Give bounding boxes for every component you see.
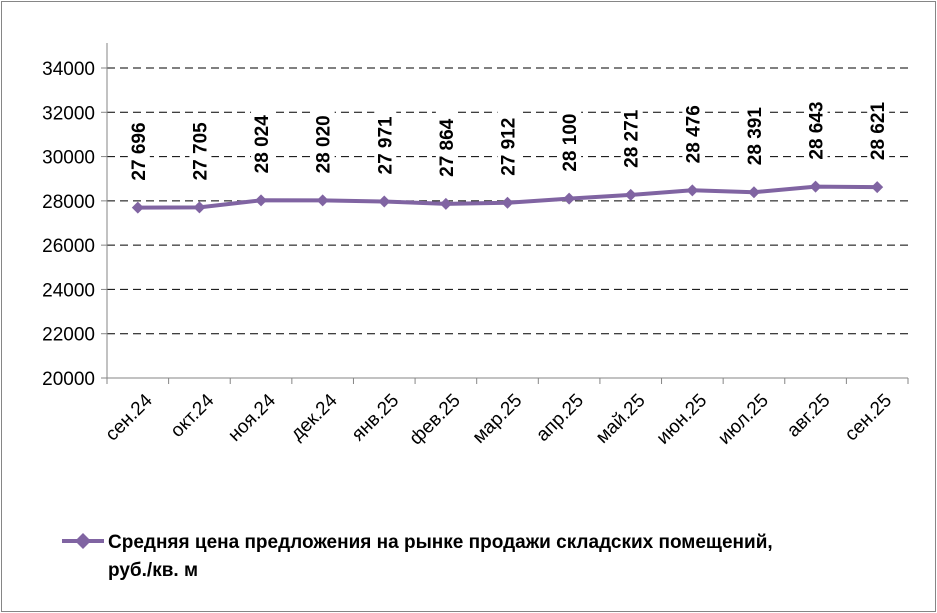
data-point-marker bbox=[563, 192, 576, 205]
x-tick-label: ноя.24 bbox=[224, 390, 280, 446]
data-label-bg bbox=[251, 107, 274, 176]
data-point-marker bbox=[316, 194, 329, 207]
data-label: 27 696 bbox=[129, 122, 150, 180]
data-label-bg bbox=[743, 99, 766, 168]
data-point-marker bbox=[131, 201, 144, 214]
x-tick-label: авг.25 bbox=[783, 390, 834, 441]
data-point-marker bbox=[809, 180, 822, 193]
y-tick-label: 34000 bbox=[42, 59, 95, 80]
data-labels: 27 696 27 705 28 024 28 020 27 971 27 864 27 9… bbox=[127, 94, 890, 183]
data-label: 27 864 bbox=[437, 118, 458, 177]
data-label-bg bbox=[127, 114, 150, 183]
legend-label-line-2: руб./кв. м bbox=[108, 560, 198, 581]
data-label: 27 912 bbox=[499, 118, 520, 176]
data-point-marker bbox=[378, 195, 391, 208]
data-label: 28 476 bbox=[683, 105, 704, 163]
x-tick-label: апр.25 bbox=[532, 390, 588, 446]
data-point-marker bbox=[624, 188, 637, 201]
data-label: 28 024 bbox=[252, 115, 273, 174]
data-label-bg bbox=[805, 94, 828, 162]
x-tick-label: сен.24 bbox=[102, 390, 157, 445]
x-tick-label: дек.24 bbox=[287, 390, 342, 445]
x-tick-label: окт.24 bbox=[167, 390, 219, 442]
y-tick-label: 26000 bbox=[42, 236, 95, 257]
x-tick-label: июн.25 bbox=[653, 390, 712, 449]
y-tick-label: 24000 bbox=[42, 280, 95, 301]
data-label-bg bbox=[682, 97, 705, 166]
legend-marker bbox=[75, 533, 91, 549]
data-label-bg bbox=[189, 114, 212, 183]
data-label: 28 020 bbox=[314, 115, 335, 173]
data-point-marker bbox=[747, 186, 760, 199]
data-label-bg bbox=[374, 108, 397, 177]
y-tick-label: 30000 bbox=[42, 148, 95, 169]
legend-label-line-1: Средняя цена предложения на рынке продаж… bbox=[108, 532, 773, 553]
x-tick-labels: сен.24 окт.24 ноя.24 дек.24 янв.25 фев.25 мар.… bbox=[102, 390, 897, 450]
x-tick-label: сен.25 bbox=[841, 390, 896, 445]
data-label: 28 271 bbox=[622, 109, 643, 168]
data-point-marker bbox=[193, 201, 206, 214]
data-label-bg bbox=[620, 102, 643, 170]
data-point-marker bbox=[501, 196, 514, 209]
data-label-bg bbox=[312, 107, 335, 176]
data-label: 28 621 bbox=[868, 102, 889, 161]
y-tick-label: 20000 bbox=[42, 369, 95, 390]
data-point-marker bbox=[439, 197, 452, 210]
legend: Средняя цена предложения на рынке продаж… bbox=[62, 532, 773, 581]
data-point-marker bbox=[871, 181, 884, 194]
y-tick-label: 28000 bbox=[42, 192, 95, 213]
data-point-marker bbox=[686, 184, 699, 197]
data-label: 28 100 bbox=[560, 114, 581, 172]
data-label: 27 971 bbox=[375, 116, 396, 175]
data-label: 27 705 bbox=[190, 122, 211, 181]
x-tick-label: май.25 bbox=[592, 390, 650, 448]
x-tick-label: июл.25 bbox=[714, 390, 773, 449]
y-tick-label: 22000 bbox=[42, 325, 95, 346]
y-tick-labels: 20000 22000 24000 26000 28000 30000 32000 34000 bbox=[42, 59, 95, 390]
x-tick-label: янв.25 bbox=[348, 390, 403, 445]
axes bbox=[101, 43, 909, 384]
x-tick-label: мар.25 bbox=[469, 390, 527, 448]
data-label-bg bbox=[559, 106, 582, 174]
data-label: 28 391 bbox=[745, 107, 766, 166]
data-label-bg bbox=[867, 94, 890, 163]
x-tick-label: фев.25 bbox=[406, 390, 465, 449]
data-point-marker bbox=[255, 194, 268, 207]
data-label-bg bbox=[497, 110, 520, 178]
data-label-bg bbox=[435, 111, 458, 179]
data-label: 28 643 bbox=[807, 101, 828, 159]
series-line bbox=[131, 180, 884, 214]
y-tick-label: 32000 bbox=[42, 103, 95, 124]
